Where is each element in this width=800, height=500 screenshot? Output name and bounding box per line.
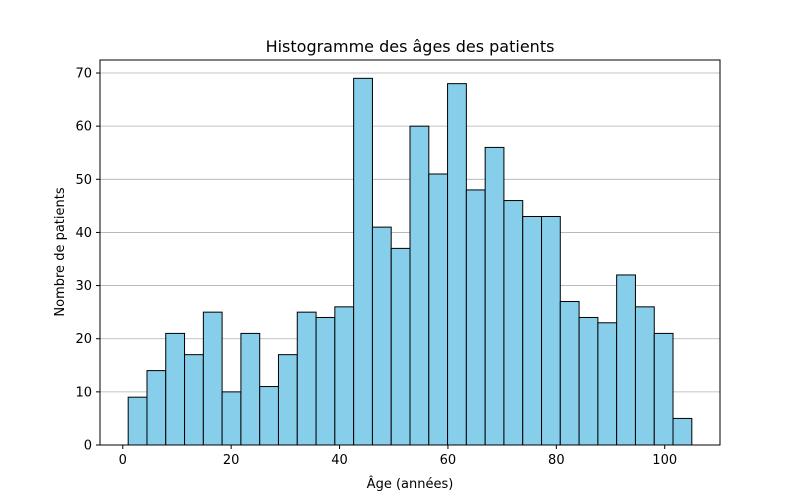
histogram-bar — [578, 316, 599, 446]
histogram-bar — [221, 391, 242, 446]
histogram-bar — [597, 322, 618, 446]
histogram-bar — [240, 332, 261, 446]
x-tick-label: 20 — [223, 453, 240, 468]
histogram-bar — [277, 354, 298, 446]
histogram-bar — [353, 77, 373, 446]
bars-group — [127, 77, 693, 446]
y-tick-label: 50 — [75, 173, 92, 188]
x-tick-label: 0 — [119, 453, 127, 468]
histogram-bar — [334, 306, 355, 446]
y-tick-label: 20 — [75, 332, 92, 347]
histogram-bar — [428, 173, 449, 446]
histogram-bar — [296, 311, 317, 446]
histogram-bar — [202, 311, 223, 446]
histogram-bar — [541, 215, 561, 446]
histogram-bar — [165, 332, 186, 446]
histogram-bar — [634, 306, 655, 446]
histogram-bar — [465, 189, 486, 446]
histogram-bar — [559, 301, 580, 446]
histogram-bar — [409, 125, 430, 446]
histogram-bar — [672, 417, 693, 446]
histogram-bar — [184, 354, 204, 446]
y-tick-label: 30 — [75, 279, 92, 294]
histogram-bar — [259, 386, 279, 446]
histogram-bar — [127, 396, 148, 446]
histogram-bar — [371, 226, 392, 446]
x-tick-label: 60 — [440, 453, 457, 468]
y-tick-label: 70 — [75, 67, 92, 82]
histogram-bar — [390, 247, 411, 446]
y-tick-label: 40 — [75, 226, 92, 241]
x-tick-label: 100 — [652, 453, 677, 468]
histogram-bar — [522, 215, 543, 446]
x-axis-label: Âge (années) — [367, 476, 454, 492]
y-tick-label: 60 — [75, 120, 92, 135]
histogram-bar — [653, 332, 674, 446]
histogram-bar — [616, 274, 636, 446]
chart-title: Histogramme des âges des patients — [266, 37, 555, 56]
histogram-bar — [146, 370, 167, 446]
plot-frame — [99, 59, 721, 446]
y-axis: 0 10 20 30 40 50 60 70 — [75, 67, 100, 454]
y-tick-label: 10 — [75, 385, 92, 400]
histogram-bar — [315, 316, 336, 446]
x-tick-label: 40 — [331, 453, 348, 468]
y-axis-label: Nombre de patients — [53, 187, 68, 316]
y-tick-label: 0 — [84, 439, 92, 454]
x-axis: 0 20 40 60 80 100 — [119, 445, 677, 468]
histogram-bar — [447, 83, 467, 446]
histogram-bar — [503, 200, 524, 446]
histogram-bar — [484, 146, 505, 446]
x-tick-label: 80 — [548, 453, 565, 468]
